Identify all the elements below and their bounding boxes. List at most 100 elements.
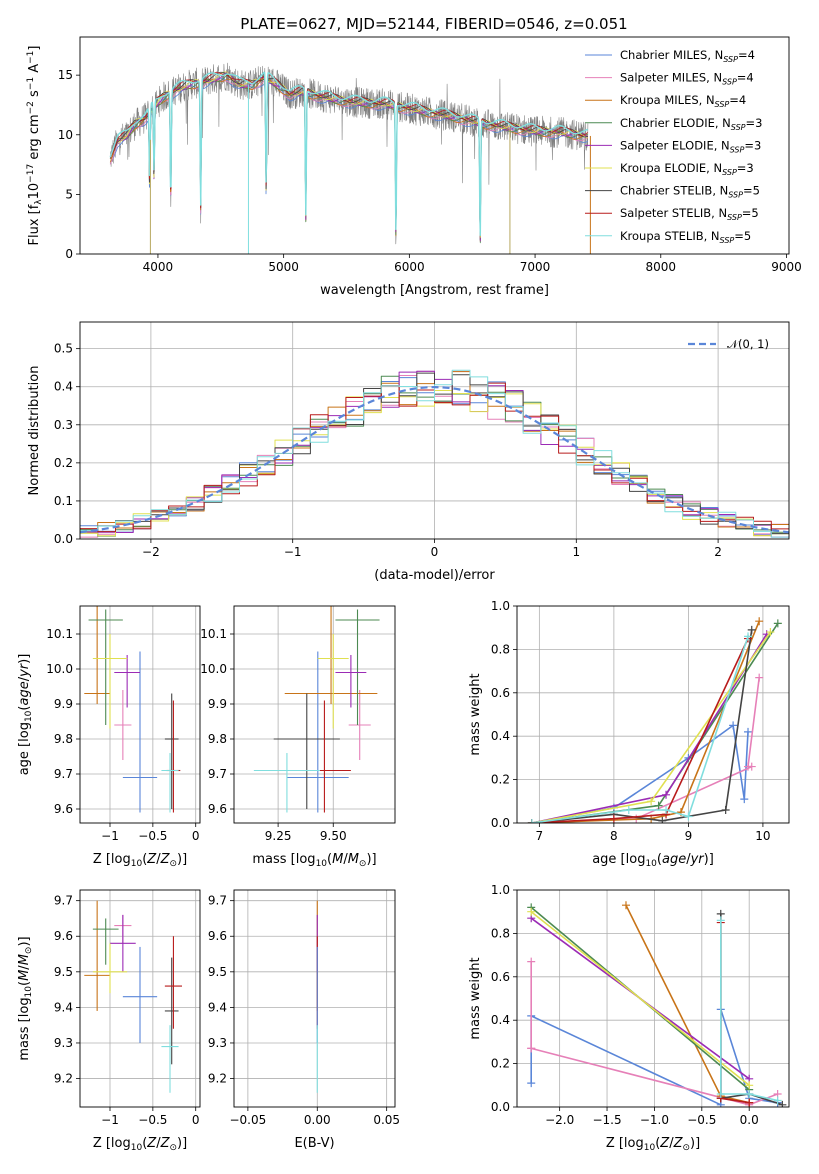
y-tick-label: 1.0 xyxy=(491,599,510,613)
y-tick-label: 9.4 xyxy=(54,1000,73,1014)
y-tick-label: 0.2 xyxy=(491,1057,510,1071)
weight-marker xyxy=(684,812,693,821)
weight-marker xyxy=(745,1098,754,1107)
weight-marker xyxy=(527,1079,536,1088)
weight-marker xyxy=(745,1081,754,1090)
x-tick-label: 2 xyxy=(714,545,722,559)
weight-marker xyxy=(747,625,756,634)
x-tick-label: 7 xyxy=(536,829,544,843)
weight-marker xyxy=(527,1044,536,1053)
label-part: ( xyxy=(655,1136,660,1151)
legend-label-name: Kroupa ELODIE, N xyxy=(620,161,722,175)
ylabel-part: ] xyxy=(27,46,42,51)
legend-label-name: Salpeter STELIB, N xyxy=(620,206,727,220)
y-tick-label: 9.7 xyxy=(208,767,227,781)
legend-label-name: Kroupa MILES, N xyxy=(620,93,715,107)
y-tick-label: 9.3 xyxy=(208,1036,227,1050)
x-tick-label: −1.0 xyxy=(640,1113,669,1127)
legend-label-sub: SSP xyxy=(722,168,737,177)
spectrum-model-line xyxy=(109,72,589,235)
label-part: )] xyxy=(366,852,376,867)
mass-vs-ebv-xlabel: E(B-V) xyxy=(294,1136,334,1151)
label-part: yr xyxy=(17,662,32,678)
y-tick-label: 9.9 xyxy=(54,697,73,711)
label-part: Z [log xyxy=(93,1136,131,1151)
spectrum-model-line xyxy=(109,78,589,241)
errorbar-point xyxy=(122,946,158,1043)
age-vs-mass-panel-xlabel: mass [log10(M/M⊙)] xyxy=(252,852,376,869)
ylabel-part: Flux [f xyxy=(27,204,42,245)
label-part: Z xyxy=(146,1136,157,1151)
weight-marker xyxy=(773,1096,782,1105)
label-part: )] xyxy=(17,654,32,664)
y-tick-label: 0.2 xyxy=(54,456,73,470)
label-part: Z xyxy=(146,852,157,867)
legend-label-name: Salpeter ELODIE, N xyxy=(620,138,730,152)
y-tick-label: 9.6 xyxy=(54,929,73,943)
y-tick-label: 0.0 xyxy=(491,1100,510,1114)
histogram-panel: −2 −1 0 1 2 0.0 0.1 0.2 0.3 0.4 0.5 (data-model)/er… xyxy=(27,321,790,583)
weight-marker xyxy=(658,816,667,823)
y-tick-label: 0.6 xyxy=(491,970,510,984)
histogram-xlabel: (data-model)/error xyxy=(374,568,495,583)
label-part: ⊙ xyxy=(169,859,177,869)
legend-label-sub: SSP xyxy=(731,123,746,132)
legend-label-value: =3 xyxy=(746,116,763,130)
errorbar-point xyxy=(253,753,321,813)
legend-label-sub: SSP xyxy=(727,213,742,222)
legend-label: Chabrier ELODIE, NSSP=3 xyxy=(620,116,762,132)
y-tick-label: 0.0 xyxy=(54,532,73,546)
weight-marker xyxy=(647,797,656,806)
errorbar-point xyxy=(114,690,132,760)
weight-series-line xyxy=(531,638,749,823)
x-tick-label: 7000 xyxy=(520,260,551,274)
axes-frame xyxy=(79,36,790,255)
weight-marker xyxy=(778,1100,787,1107)
x-tick-label: 4000 xyxy=(143,260,174,274)
age-vs-mass-panel-plot-area xyxy=(234,606,395,823)
weight-marker xyxy=(744,632,753,641)
age-vs-z-panel-plot-area xyxy=(80,606,200,823)
label-part: 10 xyxy=(24,710,34,722)
weight-marker xyxy=(527,819,536,823)
ylabel-part: −1 xyxy=(26,77,36,90)
y-tick-label: 10.0 xyxy=(46,662,73,676)
label-part: Z xyxy=(659,1136,670,1151)
weight-marker xyxy=(740,795,749,804)
weight-marker xyxy=(621,901,630,910)
label-part: 10 xyxy=(644,1143,656,1153)
x-tick-label: 6000 xyxy=(394,260,425,274)
legend-label-sub: SSP xyxy=(723,55,738,64)
y-tick-label: 0.3 xyxy=(54,418,73,432)
x-tick-label: −0.05 xyxy=(229,1113,266,1127)
weight-marker xyxy=(729,721,738,730)
legend-label: Salpeter MILES, NSSP=4 xyxy=(620,71,754,87)
y-tick-label: 9.4 xyxy=(208,1000,227,1014)
weight-marker xyxy=(527,907,536,916)
weight-marker xyxy=(744,727,753,736)
y-tick-label: 10.1 xyxy=(200,627,227,641)
label-part: ( xyxy=(17,706,32,711)
x-tick-label: −1 xyxy=(101,1113,119,1127)
label-part: ( xyxy=(142,1136,147,1151)
weight-marker xyxy=(716,1089,725,1098)
y-tick-label: 9.6 xyxy=(208,929,227,943)
label-part: age xyxy=(662,852,686,867)
errorbar-point xyxy=(161,1025,179,1093)
label-part: / xyxy=(17,676,32,681)
label-part: M xyxy=(17,954,32,965)
y-tick-label: 0.1 xyxy=(54,494,73,508)
label-part: 10 xyxy=(131,859,143,869)
y-tick-label: 0.5 xyxy=(54,342,73,356)
errorbar-point xyxy=(161,753,179,813)
label-part: age [log xyxy=(17,722,32,775)
ylabel-part: −17 xyxy=(26,164,36,183)
errorbar-point xyxy=(273,693,340,809)
x-tick-label: 8 xyxy=(610,829,618,843)
x-tick-label: −0.5 xyxy=(138,1113,167,1127)
y-tick-label: 0.4 xyxy=(54,380,73,394)
x-tick-label: 0.05 xyxy=(373,1113,400,1127)
weight-series-line xyxy=(530,911,750,1086)
label-part: / xyxy=(17,965,32,970)
